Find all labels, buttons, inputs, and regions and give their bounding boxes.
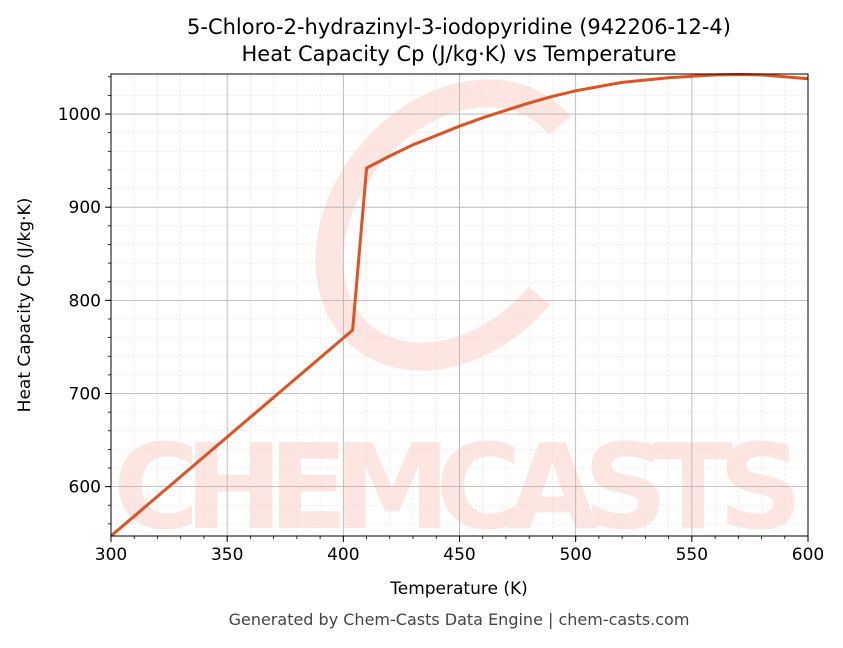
chart-subtitle: Heat Capacity Cp (J/kg·K) vs Temperature: [242, 42, 677, 66]
x-tick-label: 400: [327, 545, 359, 565]
chemcasts-watermark-logo: CHEMCASTS: [113, 79, 803, 556]
y-tick-label: 1000: [58, 105, 101, 125]
x-tick-label: 600: [792, 545, 824, 565]
chart-title: 5-Chloro-2-hydrazinyl-3-iodopyridine (94…: [187, 15, 731, 39]
x-tick-label: 550: [676, 545, 708, 565]
x-tick-label: 500: [559, 545, 591, 565]
footer-credit: Generated by Chem-Casts Data Engine | ch…: [229, 610, 690, 629]
x-tick-label: 300: [95, 545, 127, 565]
y-tick-label: 900: [69, 198, 101, 218]
y-tick-label: 600: [69, 478, 101, 498]
axis-ticks: 300 350 400 450 500 550 600 600 700 800 900 1000: [58, 76, 824, 565]
x-tick-label: 350: [211, 545, 243, 565]
x-axis-label: Temperature (K): [389, 579, 528, 599]
x-tick-label: 450: [443, 545, 475, 565]
y-tick-label: 800: [69, 291, 101, 311]
y-axis-label: Heat Capacity Cp (J/kg·K): [15, 198, 35, 413]
y-tick-label: 700: [69, 384, 101, 404]
series-layer: [110, 73, 809, 538]
series-line-cp: [110, 73, 809, 538]
